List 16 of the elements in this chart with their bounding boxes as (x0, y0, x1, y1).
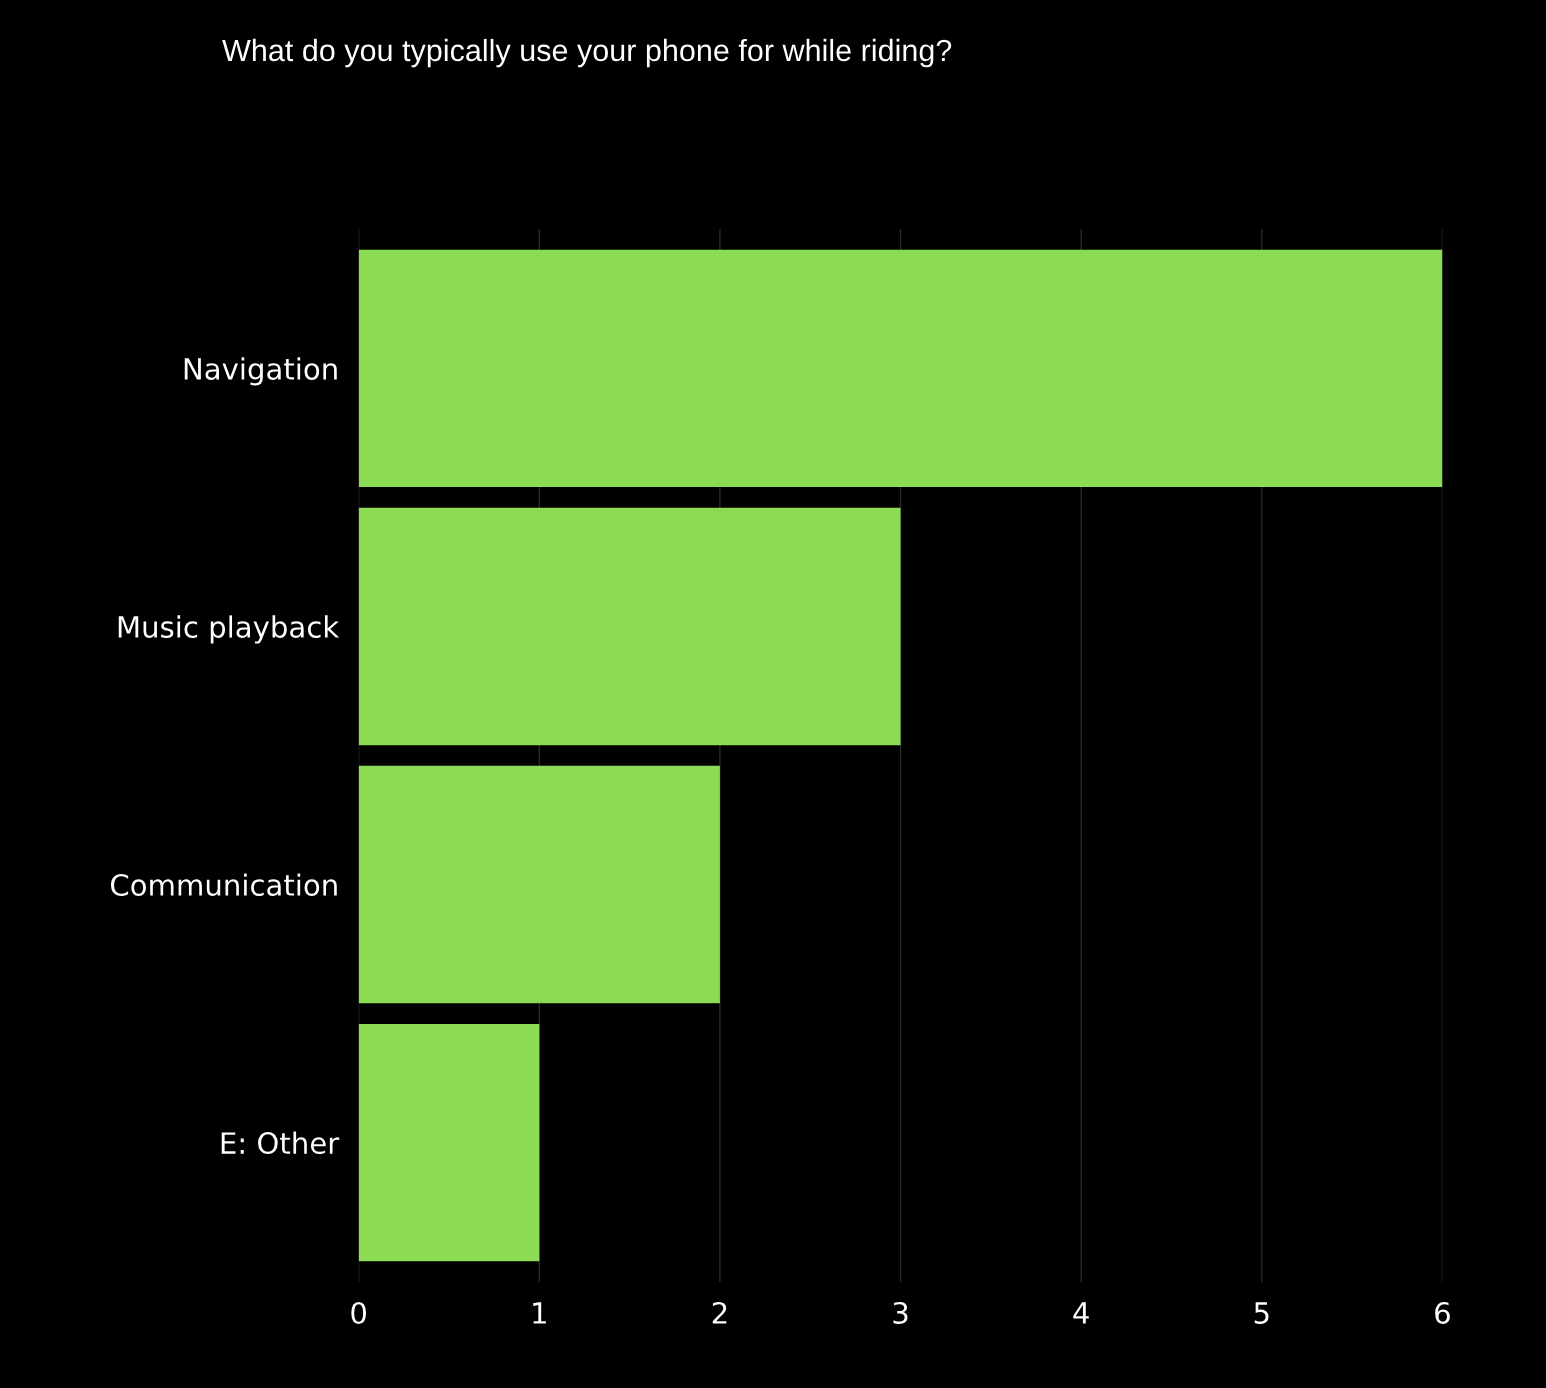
y-tick-label: E: Other (221, 1131, 340, 1155)
x-tick-label: 0 (351, 1301, 367, 1324)
y-tick-label: Navigation (184, 357, 337, 386)
bar (358, 507, 901, 746)
x-tick-label: 4 (1073, 1302, 1089, 1324)
bar (358, 765, 720, 1004)
y-tick-label: Communication (110, 873, 337, 897)
x-tick-label: 1 (533, 1302, 546, 1324)
bar (358, 1023, 540, 1262)
x-tick-label: 5 (1254, 1302, 1269, 1324)
x-tick-label: 2 (712, 1301, 727, 1324)
x-tick-label: 3 (893, 1301, 908, 1324)
bar (358, 249, 1443, 488)
chart-title: What do you typically use your phone for while riding? (222, 38, 952, 68)
y-tick-label: Music playback (118, 615, 340, 644)
x-tick-label: 6 (1435, 1301, 1450, 1324)
